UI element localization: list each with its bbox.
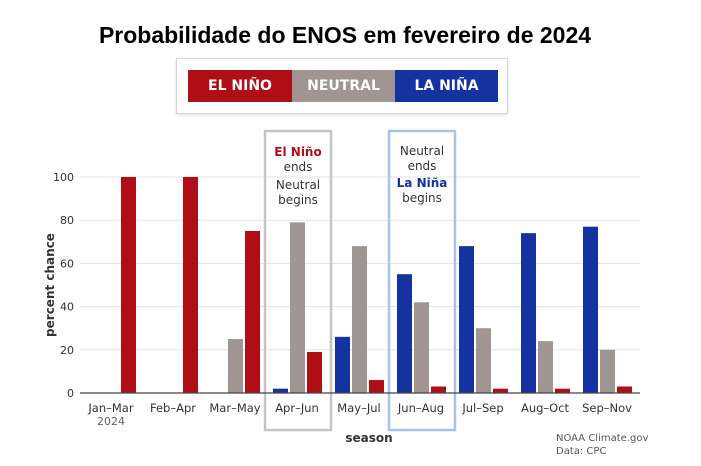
box1-line1: El Niño bbox=[274, 145, 321, 159]
bar bbox=[245, 231, 260, 393]
bar bbox=[273, 388, 288, 393]
source-data: Data: CPC bbox=[556, 446, 607, 457]
bar bbox=[290, 222, 305, 393]
annotation-box-jun-aug bbox=[387, 129, 457, 432]
annotation-box-apr-jun bbox=[263, 129, 333, 432]
legend-la-nina: LA NIÑA bbox=[395, 70, 498, 102]
x-tick-label: Jun–Aug bbox=[397, 401, 444, 415]
x-tick-label: Jan–Mar bbox=[87, 401, 133, 415]
bar bbox=[493, 388, 508, 393]
legend-el-nino: EL NIÑO bbox=[188, 70, 292, 102]
bar bbox=[369, 380, 384, 393]
bar bbox=[307, 351, 322, 393]
bar bbox=[600, 349, 615, 393]
y-axis-label: percent chance bbox=[43, 233, 57, 337]
box2-line1: Neutral bbox=[400, 144, 444, 158]
x-tick-label: Aug–Oct bbox=[521, 401, 570, 415]
x-axis-ticks: Jan–Mar Feb–Apr Mar–May Apr–Jun May–Jul Jun–A… bbox=[87, 401, 632, 428]
y-tick-label: 40 bbox=[60, 301, 74, 314]
y-tick-label: 60 bbox=[60, 257, 74, 270]
bar bbox=[183, 177, 198, 393]
bar bbox=[431, 386, 446, 393]
bar bbox=[121, 177, 136, 393]
box2-line4: begins bbox=[402, 191, 442, 205]
bar bbox=[521, 233, 536, 393]
y-tick-label: 80 bbox=[60, 214, 74, 227]
legend-neutral: NEUTRAL bbox=[292, 70, 395, 102]
legend: EL NIÑO NEUTRAL LA NIÑA bbox=[176, 58, 508, 114]
box1-line4: begins bbox=[278, 193, 318, 207]
y-tick-label: 20 bbox=[60, 344, 74, 357]
source-credit: NOAA Climate.gov bbox=[556, 433, 649, 444]
x-tick-label: Apr–Jun bbox=[275, 401, 319, 415]
x-tick-label: Sep–Nov bbox=[582, 401, 632, 415]
bar bbox=[476, 328, 491, 393]
box1-line2: ends bbox=[284, 160, 313, 174]
x-tick-sublabel: 2024 bbox=[97, 415, 125, 428]
y-tick-label: 0 bbox=[67, 387, 74, 400]
annotation-boxes: El Niño ends Neutral begins Neutral ends… bbox=[263, 129, 457, 432]
bar bbox=[414, 302, 429, 393]
x-tick-label: May–Jul bbox=[337, 401, 380, 415]
bar bbox=[397, 274, 412, 393]
bar bbox=[459, 246, 474, 393]
y-tick-label: 100 bbox=[53, 171, 74, 184]
box2-line3: La Niña bbox=[397, 176, 448, 190]
chart-title: Probabilidade do ENOS em fevereiro de 20… bbox=[98, 22, 592, 48]
bar bbox=[555, 388, 570, 393]
box1-line3: Neutral bbox=[276, 178, 320, 192]
bar bbox=[228, 339, 243, 393]
x-tick-label: Feb–Apr bbox=[150, 401, 196, 415]
x-tick-label: Mar–May bbox=[209, 401, 260, 415]
bar bbox=[538, 341, 553, 393]
x-tick-label: Jul–Sep bbox=[461, 401, 503, 415]
bars bbox=[121, 177, 632, 393]
bar bbox=[335, 336, 350, 393]
bar bbox=[617, 386, 632, 393]
bar bbox=[352, 246, 367, 393]
box2-line2: ends bbox=[408, 159, 437, 173]
bar bbox=[583, 226, 598, 393]
y-axis-ticks: 0 20 40 60 80 100 bbox=[53, 171, 74, 400]
x-axis-label: season bbox=[345, 431, 392, 445]
